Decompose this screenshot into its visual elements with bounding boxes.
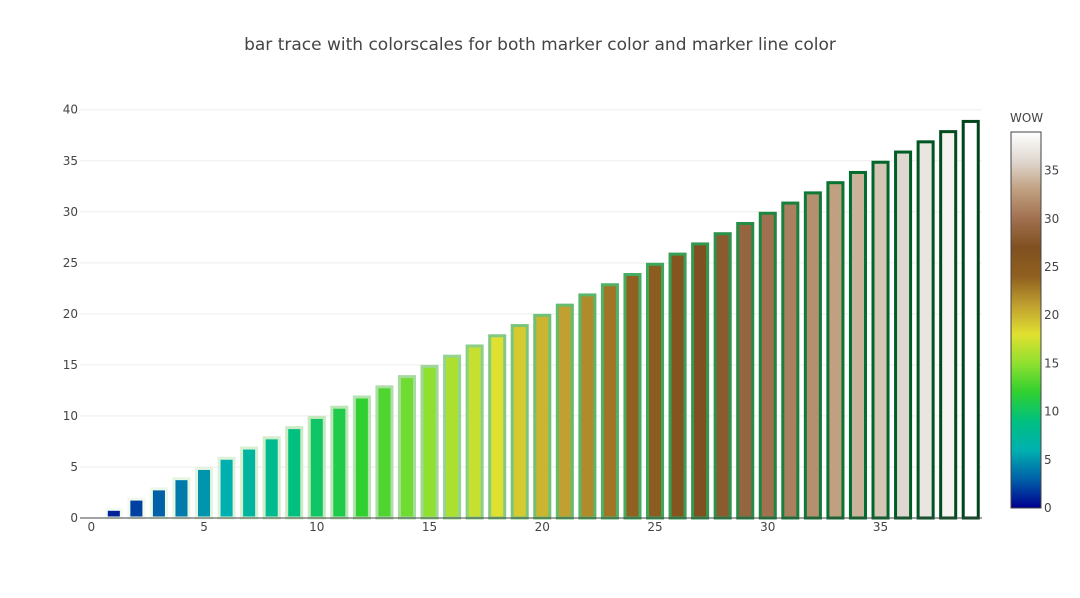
- bar: [240, 446, 259, 520]
- colorbar-ticks: 0 5 10 15 20 25 30 35: [1044, 164, 1059, 515]
- y-tick-label: 35: [63, 154, 78, 168]
- x-tick-label: 0: [87, 520, 95, 534]
- x-axis-ticks: 0 5 10 15 20 25 30 35: [87, 520, 888, 534]
- bar: [646, 262, 665, 520]
- bar: [691, 242, 710, 520]
- x-tick-label: 35: [873, 520, 888, 534]
- bar: [758, 211, 777, 520]
- colorbar-tick-label: 35: [1044, 164, 1059, 178]
- colorbar-tick-label: 10: [1044, 405, 1059, 419]
- bar: [533, 313, 552, 520]
- colorbar-tick-label: 25: [1044, 260, 1059, 274]
- bar: [871, 160, 890, 520]
- bar: [623, 273, 642, 520]
- bar: [961, 119, 980, 520]
- colorbar-gradient: [1010, 131, 1042, 509]
- y-tick-label: 30: [63, 205, 78, 219]
- bar: [510, 324, 529, 520]
- bar: [330, 405, 349, 520]
- y-tick-label: 10: [63, 409, 78, 423]
- bar: [375, 385, 394, 520]
- colorbar-tick-label: 30: [1044, 212, 1059, 226]
- colorbar-tick-label: 0: [1044, 501, 1052, 515]
- bar: [939, 130, 958, 520]
- bar: [104, 507, 123, 520]
- bar: [217, 456, 236, 520]
- y-tick-label: 40: [63, 103, 78, 117]
- bar: [848, 170, 868, 520]
- bar: [600, 283, 619, 520]
- x-tick-label: 20: [535, 520, 550, 534]
- bar: [352, 395, 371, 520]
- x-tick-label: 5: [200, 520, 208, 534]
- bar: [443, 354, 462, 520]
- bar: [149, 487, 168, 520]
- bar: [916, 140, 935, 520]
- bar: [195, 466, 214, 520]
- bar: [285, 426, 304, 520]
- colorbar: WOW 0 5 10 15 20 25 30 35: [1010, 111, 1059, 515]
- bar: [826, 181, 845, 520]
- bar: [172, 477, 191, 520]
- bar: [894, 150, 913, 520]
- bar: [668, 252, 687, 520]
- grid-lines: [80, 109, 982, 468]
- x-tick-label: 15: [422, 520, 437, 534]
- y-tick-label: 20: [63, 307, 78, 321]
- bar: [713, 232, 732, 520]
- bar: [262, 436, 281, 520]
- x-tick-label: 30: [760, 520, 775, 534]
- colorbar-tick-label: 20: [1044, 308, 1059, 322]
- bar: [307, 415, 326, 520]
- y-tick-label: 5: [70, 460, 78, 474]
- y-tick-label: 0: [70, 511, 78, 525]
- bars: [104, 119, 980, 520]
- y-axis-ticks: 0 5 10 15 20 25 30 35 40: [63, 103, 78, 525]
- x-tick-label: 25: [647, 520, 662, 534]
- bar: [127, 497, 146, 520]
- bar: [420, 364, 439, 520]
- bar: [803, 191, 822, 520]
- y-tick-label: 15: [63, 358, 78, 372]
- colorbar-tick-label: 5: [1044, 453, 1052, 467]
- bar: [397, 375, 416, 520]
- chart-title: bar trace with colorscales for both mark…: [244, 35, 836, 55]
- colorbar-tick-label: 15: [1044, 356, 1059, 370]
- bar: [488, 334, 507, 520]
- colorbar-title: WOW: [1010, 111, 1043, 125]
- y-tick-label: 25: [63, 256, 78, 270]
- bar: [465, 344, 484, 520]
- bar: [781, 201, 800, 520]
- bar: [736, 222, 755, 520]
- x-tick-label: 10: [309, 520, 324, 534]
- bar: [578, 293, 597, 520]
- bar: [555, 303, 574, 520]
